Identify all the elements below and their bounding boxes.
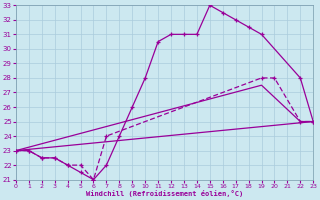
X-axis label: Windchill (Refroidissement éolien,°C): Windchill (Refroidissement éolien,°C) — [86, 190, 243, 197]
